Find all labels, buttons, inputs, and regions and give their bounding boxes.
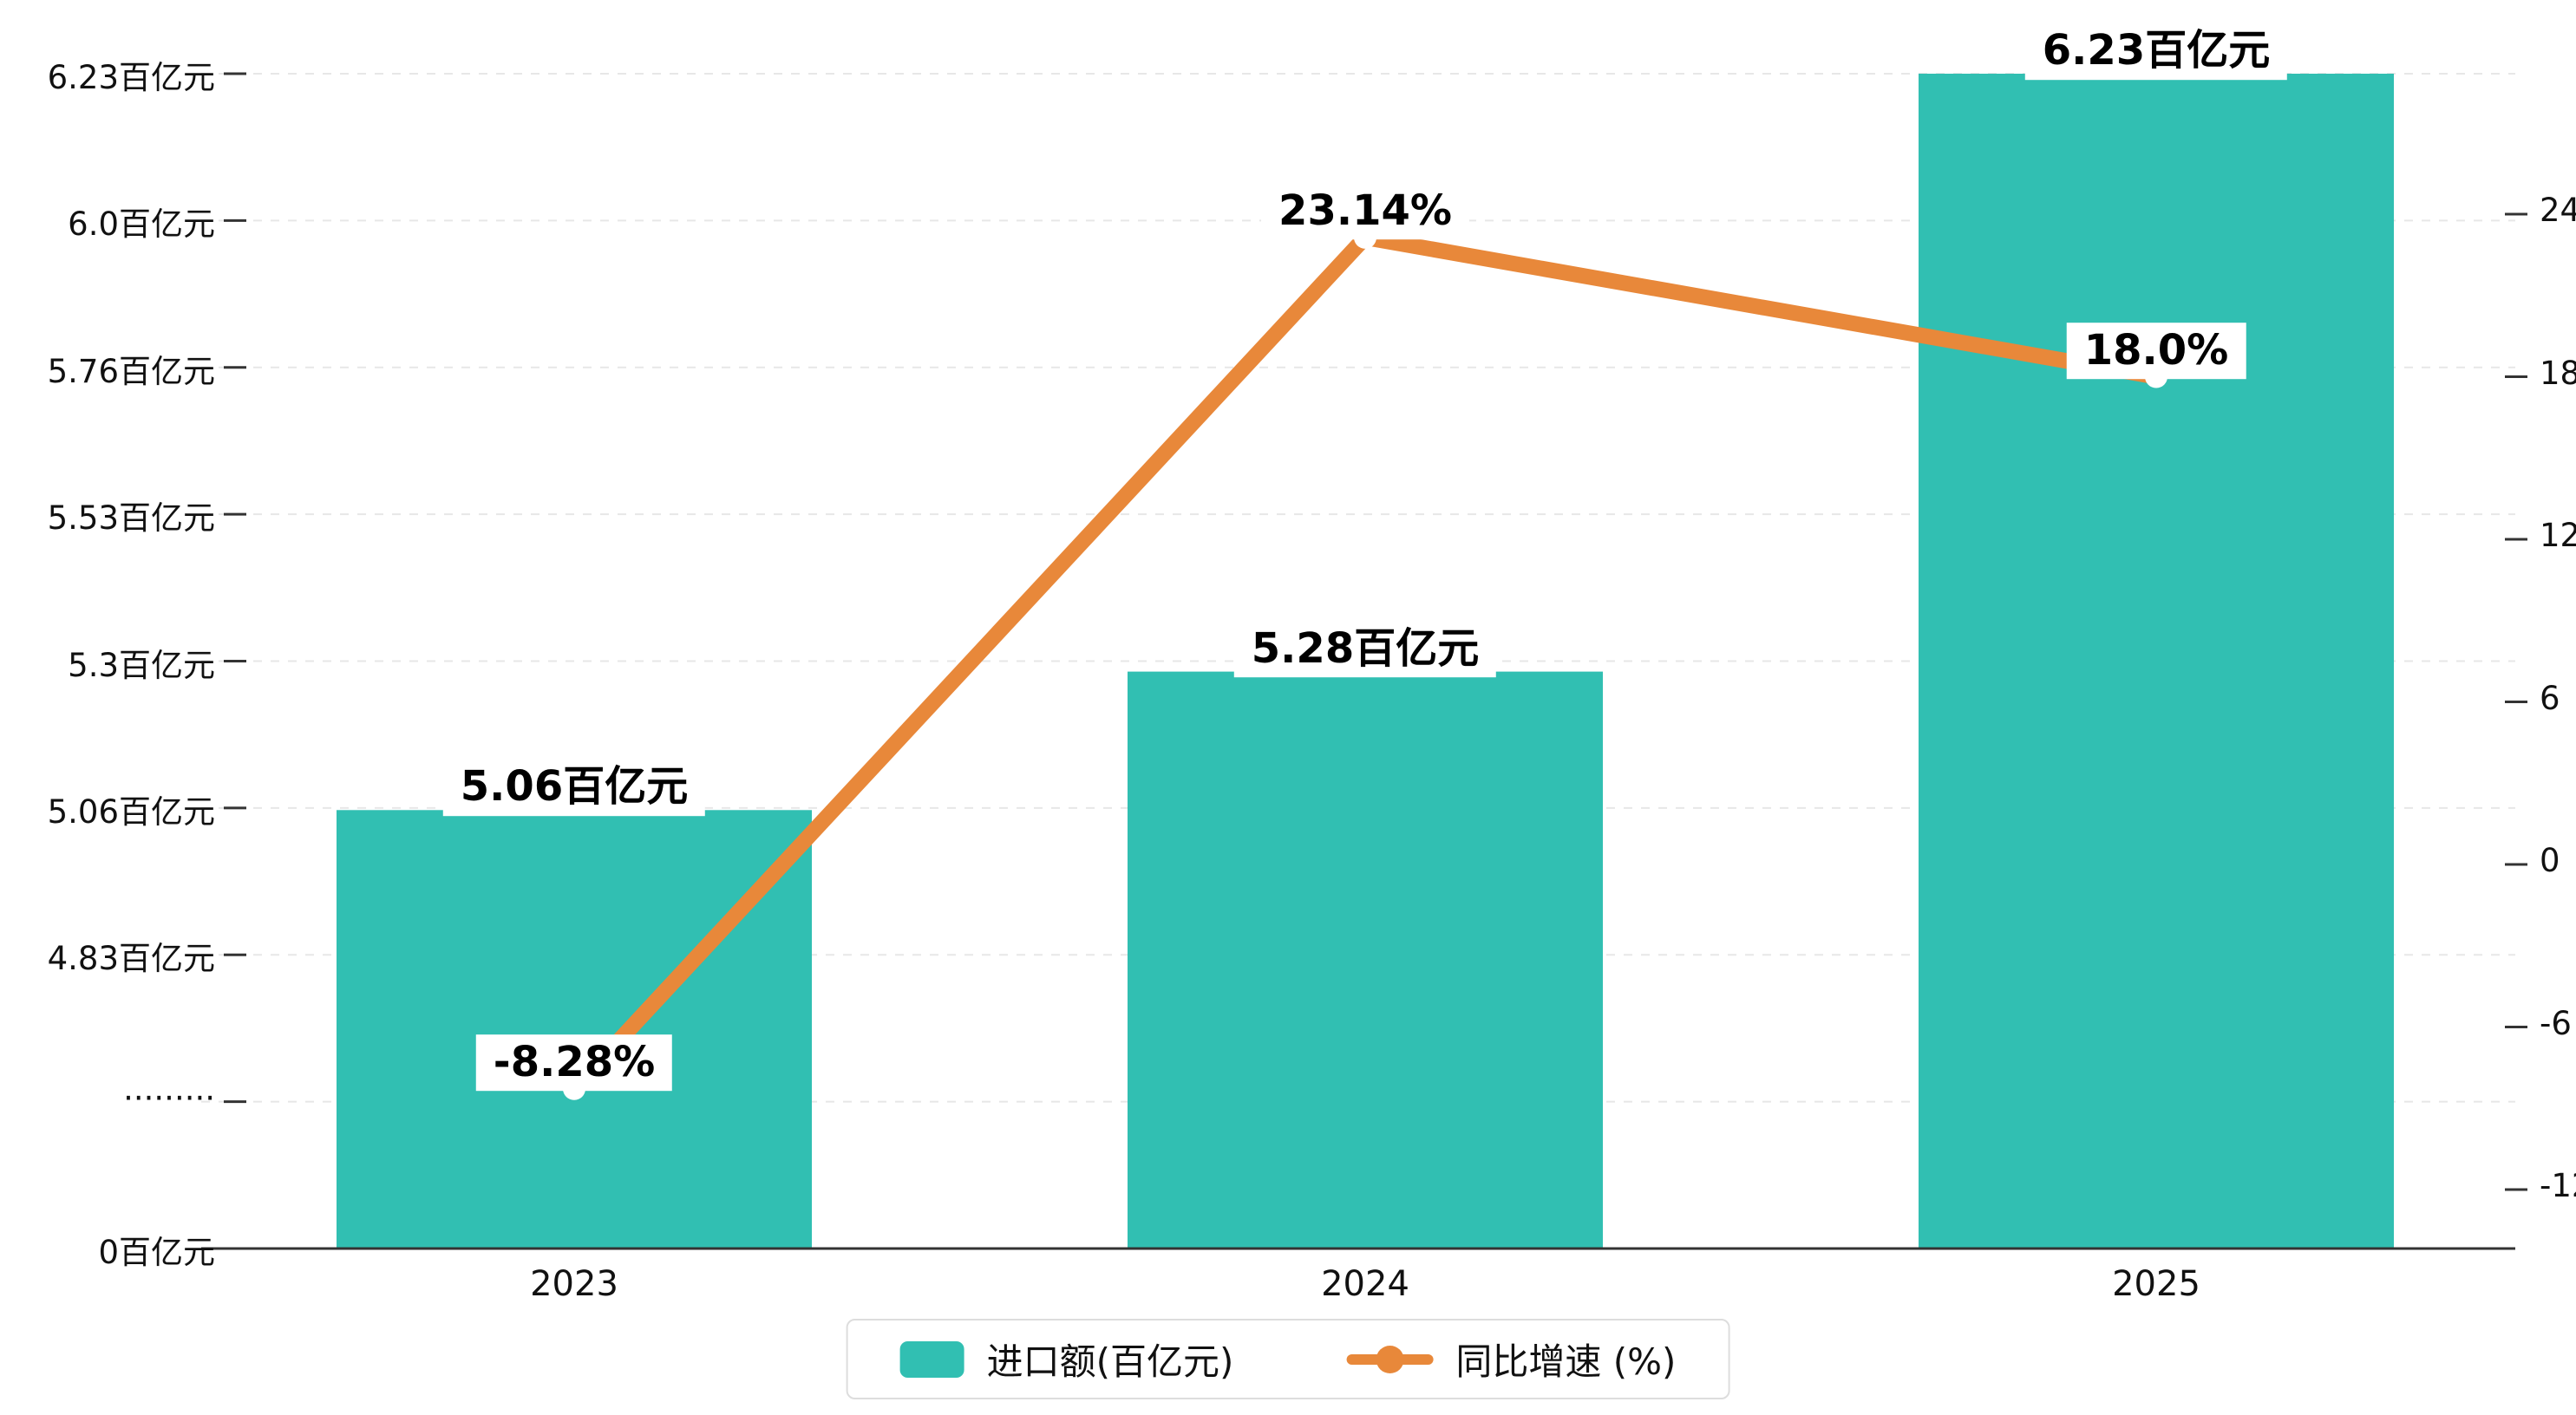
line-label-2023: -8.28%	[475, 1034, 673, 1092]
x-tick-label-2025: 2025	[2112, 1264, 2200, 1304]
y-right-tick-label: 6	[2540, 679, 2560, 717]
y-left-tick-label: 6.0百亿元	[68, 205, 215, 244]
y-right-tick-label: -12	[2540, 1167, 2576, 1204]
line-label-2025: 18.0%	[2066, 322, 2246, 380]
bar-series-swatch	[899, 1340, 964, 1378]
line-series-marker-icon	[1376, 1345, 1404, 1373]
y-left-tick-label: 5.06百亿元	[47, 792, 215, 831]
bar-label-2025: 6.23百亿元	[2024, 23, 2288, 80]
y-right-tick-label: 12	[2540, 517, 2576, 554]
y-left-tick-label: ·········	[123, 1079, 215, 1117]
legend-item-import-amount[interactable]: 进口额(百亿元)	[899, 1333, 1234, 1386]
bar-label-2024: 5.28百亿元	[1233, 620, 1497, 678]
legend-label-import-amount: 进口额(百亿元)	[986, 1340, 1234, 1383]
bar-2025[interactable]	[1919, 74, 2394, 1249]
y-right-tick-label: -6	[2540, 1004, 2572, 1042]
y-left-tick-label: 5.3百亿元	[68, 646, 215, 684]
y-left-tick-label: 6.23百亿元	[47, 59, 215, 96]
y-left-tick-label: 5.53百亿元	[47, 499, 215, 538]
x-tick-label-2023: 2023	[530, 1264, 618, 1304]
y-right-tick-label: 0	[2540, 842, 2560, 879]
bar-2024[interactable]	[1128, 671, 1603, 1249]
legend-item-growth-rate[interactable]: 同比增速 (%)	[1346, 1333, 1676, 1386]
legend-label-growth-rate: 同比增速 (%)	[1455, 1340, 1677, 1383]
y-right-tick-label: 24	[2540, 192, 2576, 229]
bar-label-2023: 5.06百亿元	[442, 759, 706, 817]
y-right-tick-label: 18	[2540, 354, 2576, 392]
bar-2023[interactable]	[337, 810, 812, 1249]
y-left-tick-label: 0百亿元	[98, 1234, 215, 1271]
line-label-2024: 23.14%	[1261, 183, 1469, 240]
y-left-tick-label: 4.83百亿元	[47, 940, 215, 978]
line-series-swatch	[1346, 1345, 1434, 1373]
y-left-tick-label: 5.76百亿元	[47, 352, 215, 390]
x-tick-label-2024: 2024	[1321, 1264, 1409, 1304]
legend: 进口额(百亿元) 同比增速 (%)	[846, 1319, 1730, 1399]
